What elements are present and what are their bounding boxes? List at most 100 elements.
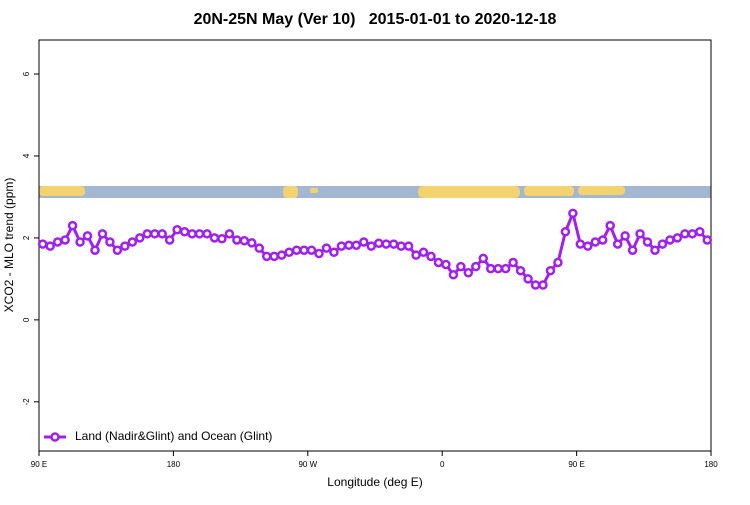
data-point	[224, 229, 235, 239]
data-point	[642, 237, 653, 247]
data-point	[135, 233, 145, 243]
data-point	[269, 251, 279, 262]
data-point	[359, 237, 369, 247]
data-point	[321, 243, 332, 253]
data-point	[366, 241, 377, 251]
data-point	[247, 238, 257, 248]
data-point	[97, 229, 108, 239]
data-point	[695, 227, 705, 237]
data-point	[590, 237, 601, 247]
data-point	[538, 280, 548, 290]
data-point	[665, 235, 675, 245]
y-tick-label: -2	[22, 398, 31, 406]
x-tick-label: 180	[704, 460, 718, 469]
data-point	[127, 237, 138, 247]
y-tick-label: 4	[22, 153, 31, 158]
data-point	[635, 229, 645, 239]
data-point	[627, 245, 638, 255]
data-point	[597, 235, 608, 245]
data-point	[344, 240, 354, 251]
y-axis-label: XCO2 - MLO trend (ppm)	[2, 178, 16, 313]
data-point	[276, 250, 287, 260]
data-point	[478, 253, 489, 264]
data-point	[426, 251, 436, 262]
data-point	[456, 261, 466, 272]
data-point	[657, 239, 668, 249]
data-point	[52, 237, 63, 247]
data-point	[583, 241, 593, 251]
data-point	[441, 259, 451, 270]
data-point	[299, 245, 309, 255]
data-point	[500, 263, 511, 274]
data-point	[209, 233, 220, 243]
data-point	[418, 247, 429, 258]
data-point	[164, 235, 175, 245]
data-point	[553, 257, 563, 268]
data-point	[329, 247, 339, 258]
data-point	[560, 227, 571, 237]
data-point	[90, 245, 100, 255]
data-point	[702, 235, 713, 245]
data-point	[433, 257, 444, 268]
data-point	[351, 240, 362, 251]
x-axis-label: Longitude (deg E)	[327, 475, 422, 489]
legend-marker	[50, 432, 60, 442]
data-point	[82, 231, 93, 241]
data-point	[396, 241, 406, 251]
x-tick-label: 180	[167, 460, 181, 469]
data-point	[687, 229, 698, 239]
data-point	[515, 265, 526, 276]
data-point	[314, 248, 324, 259]
map-strip	[39, 186, 711, 198]
chart-title: 20N-25N May (Ver 10) 2015-01-01 to 2020-…	[194, 11, 557, 28]
data-point	[187, 229, 197, 239]
data-point	[149, 229, 160, 239]
data-point	[217, 233, 227, 244]
x-tick-label: 90 W	[298, 460, 317, 469]
x-tick-label: 0	[440, 460, 445, 469]
data-point	[411, 250, 421, 260]
data-point	[463, 267, 474, 278]
data-point	[194, 229, 205, 239]
data-point	[261, 251, 272, 262]
x-tick-label: 90 E	[568, 460, 584, 469]
data-point	[485, 263, 496, 274]
legend-label: Land (Nadir&Glint) and Ocean (Glint)	[75, 429, 272, 443]
data-point	[381, 239, 391, 249]
y-tick-label: 6	[22, 71, 31, 76]
y-tick-label: 0	[22, 317, 31, 322]
data-point	[254, 243, 265, 253]
data-point	[508, 257, 518, 268]
data-point	[388, 239, 399, 249]
data-point	[142, 229, 153, 239]
data-point	[172, 224, 182, 235]
data-point	[202, 229, 212, 239]
data-point	[37, 239, 48, 249]
data-point	[680, 229, 690, 239]
data-point	[306, 245, 317, 255]
data-point	[448, 270, 459, 280]
data-point	[284, 247, 294, 258]
data-point	[403, 241, 414, 251]
data-point	[157, 229, 167, 239]
data-point	[179, 227, 190, 237]
data-point	[239, 236, 250, 246]
data-point	[530, 280, 541, 290]
data-point	[620, 231, 630, 241]
data-point	[291, 245, 302, 255]
y-tick-label: 2	[22, 235, 31, 240]
data-point	[545, 265, 556, 276]
data-point	[67, 220, 78, 231]
data-point	[60, 235, 70, 245]
data-point	[523, 274, 533, 284]
data-point	[373, 238, 384, 248]
data-point	[105, 237, 115, 247]
data-point	[605, 220, 615, 231]
data-point	[575, 239, 586, 249]
data-point	[650, 245, 660, 255]
data-point	[568, 208, 578, 219]
data-point	[471, 261, 481, 272]
data-point	[336, 241, 347, 251]
data-point	[112, 245, 123, 255]
